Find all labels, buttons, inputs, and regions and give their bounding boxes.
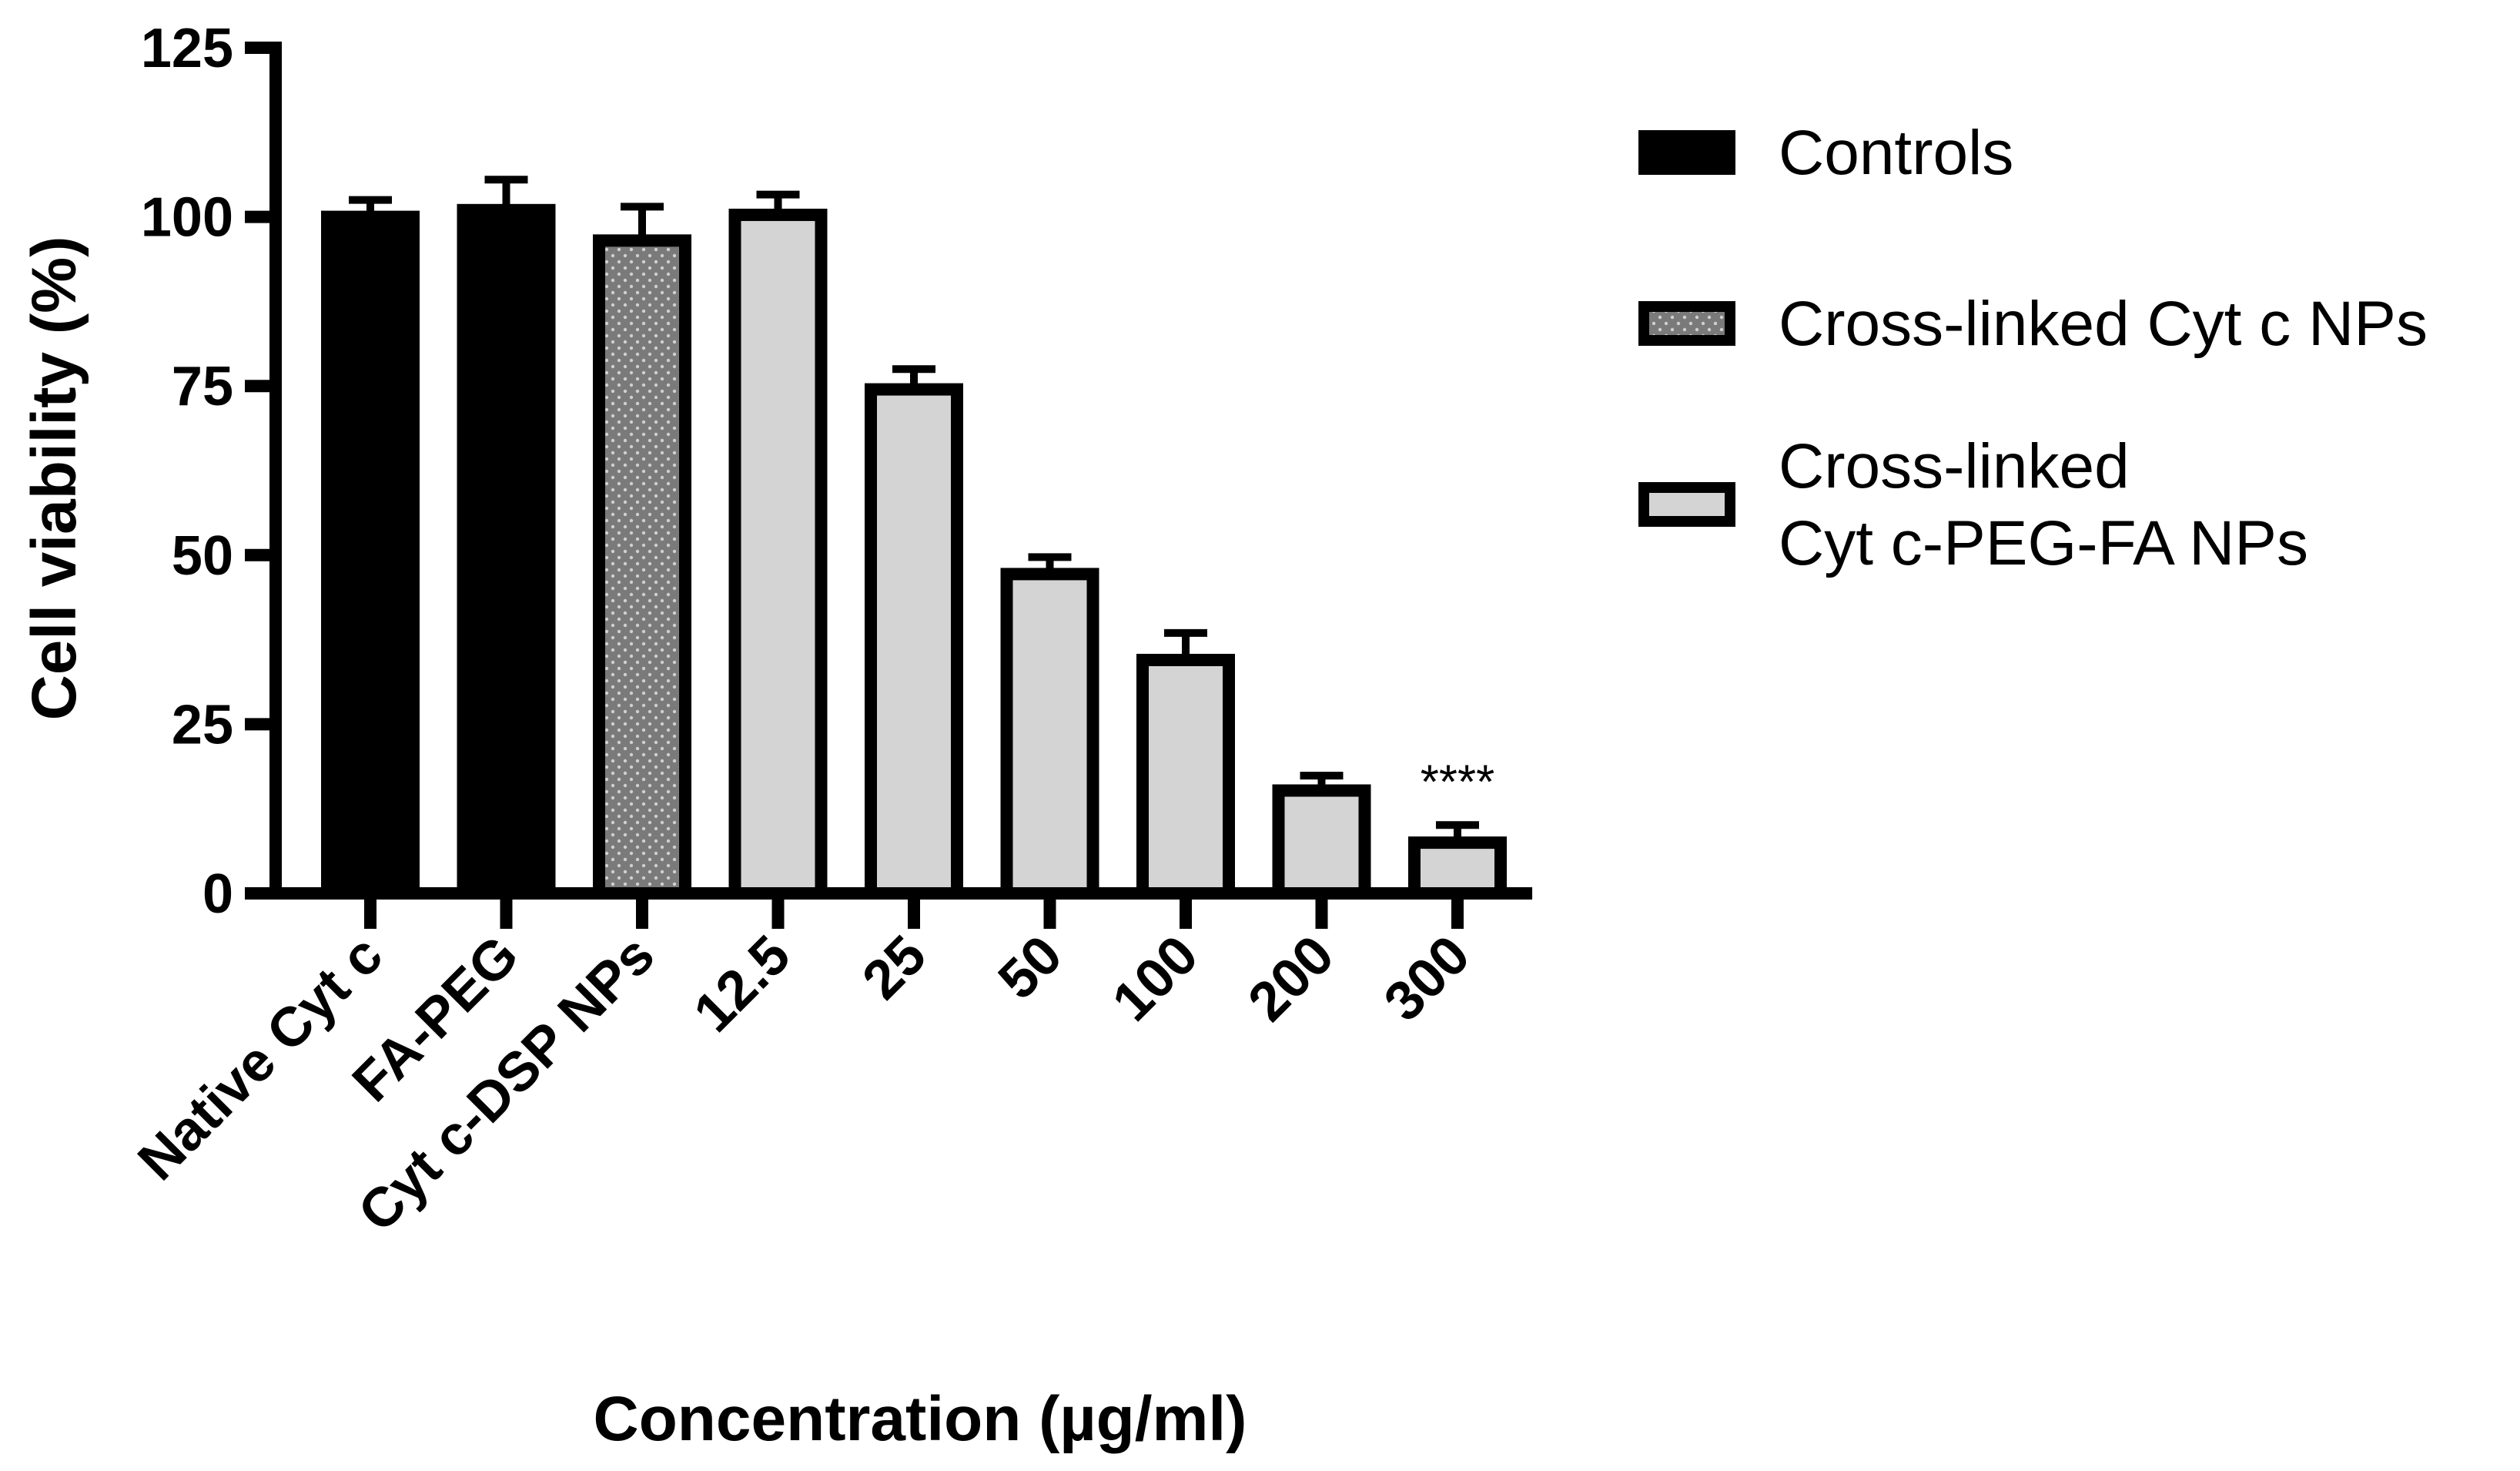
significance-annotation: **** (1421, 756, 1495, 809)
legend-swatch (1638, 482, 1735, 527)
x-tick-label: 200 (1237, 924, 1346, 1034)
y-tick-label: 0 (202, 863, 233, 925)
legend-swatch (1638, 301, 1735, 346)
y-tick-label: 50 (172, 525, 233, 587)
bar (1136, 653, 1235, 900)
legend-label: Cross-linked Cyt c-PEG-FA NPs (1779, 431, 2308, 578)
bar (1408, 836, 1507, 900)
bar (321, 210, 420, 900)
y-axis: 0 25 50 75 100 125 (141, 18, 282, 925)
x-tick-label: 100 (1101, 924, 1210, 1034)
y-tick-label: 125 (141, 18, 233, 79)
bar (728, 208, 828, 900)
y-axis-title: Cell viability (%) (19, 236, 89, 721)
legend-label: Cross-linked Cyt c NPs (1779, 289, 2428, 359)
bar-group (1136, 628, 1235, 900)
bar-group (1000, 553, 1099, 900)
legend-item: Cross-linked Cyt c-PEG-FA NPs (1638, 431, 2308, 578)
bar-group (321, 196, 420, 900)
legend-item: Cross-linked Cyt c NPs (1638, 289, 2428, 359)
y-tick-label: 25 (172, 694, 233, 756)
bar (1000, 568, 1099, 900)
bar-group (728, 190, 828, 900)
bar-group (865, 365, 963, 900)
x-tick-label: 50 (987, 924, 1074, 1011)
legend-item: Controls (1638, 118, 2013, 188)
bar-group (1272, 772, 1371, 900)
x-axis-title: Concentration (µg/ml) (594, 1384, 1247, 1454)
y-tick-label: 75 (172, 356, 233, 417)
x-tick-label: 300 (1373, 924, 1482, 1034)
y-tick-label: 100 (141, 187, 233, 249)
bar-group (457, 176, 556, 900)
bar-group (1408, 821, 1507, 900)
legend: Controls Cross-linked Cyt c NPs Cross-link… (1638, 118, 2428, 578)
x-tick-label: 25 (851, 924, 938, 1011)
bar-group (593, 203, 691, 900)
x-tick-label: 12.5 (682, 924, 802, 1044)
bar (865, 383, 963, 900)
bar (457, 203, 556, 900)
bar (1272, 784, 1371, 900)
bars: **** (321, 176, 1507, 900)
legend-swatch (1638, 130, 1735, 175)
legend-label: Controls (1779, 118, 2013, 188)
bar (593, 234, 691, 900)
